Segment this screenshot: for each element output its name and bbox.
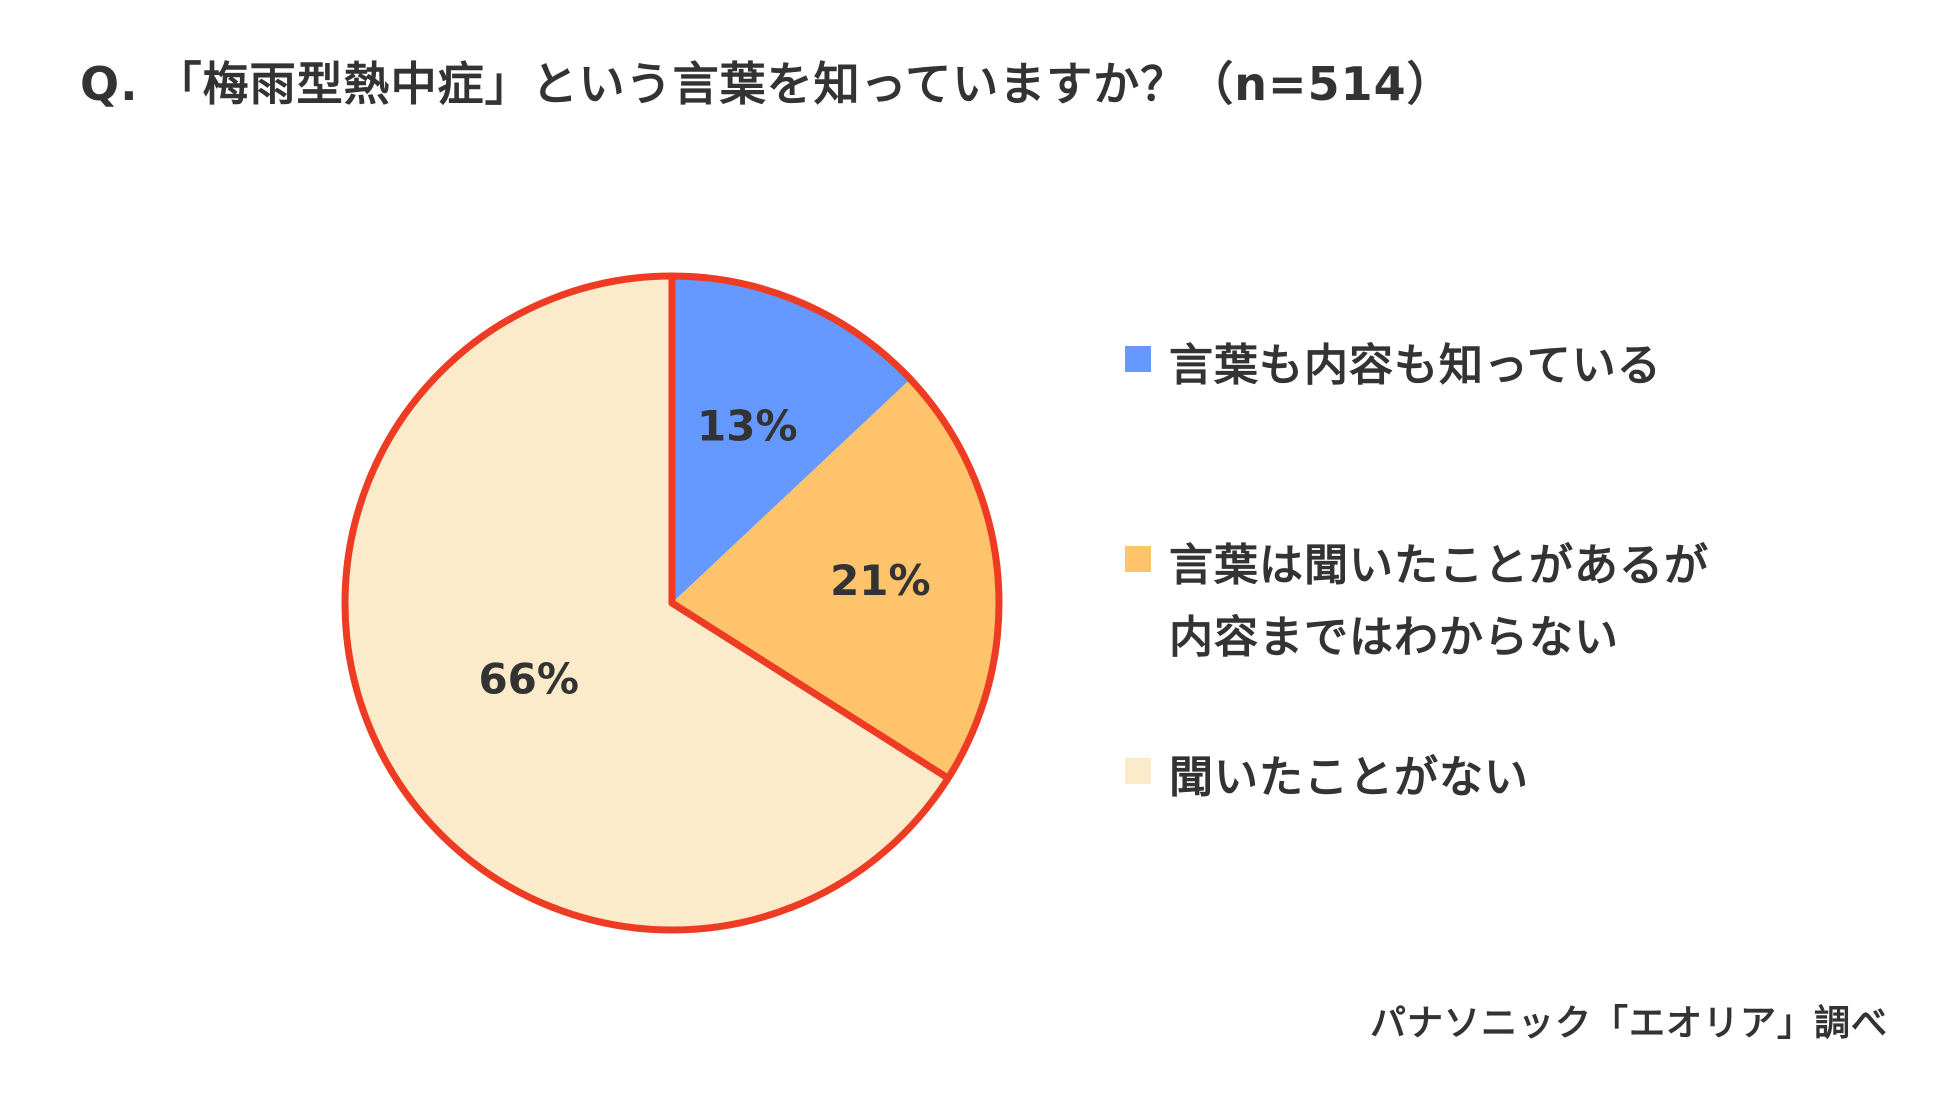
pie-slices [345, 276, 999, 930]
pie-labels: 13% 21% 66% [478, 401, 930, 703]
pie-highlight-outline [341, 272, 1003, 934]
source-note: パナソニック「エオリア」調べ [1369, 1003, 1888, 1044]
pie-slice-0 [672, 276, 911, 603]
legend-swatch-0 [1125, 346, 1151, 372]
pie-slice-label-2: 66% [478, 654, 579, 703]
legend-label-1: 言葉は聞いたことがあるが 内容まではわからない [1169, 540, 1709, 663]
pie-slice-2 [345, 276, 949, 930]
pie-slice-label-1: 21% [830, 556, 931, 605]
legend-item-0: 言葉も内容も知っている [1125, 330, 1662, 402]
pie-chart: 13% 21% 66% [341, 272, 1003, 934]
legend-label-2: 聞いたことがない [1169, 752, 1529, 803]
legend-swatch-1 [1125, 546, 1151, 572]
pie-slice-label-0: 13% [697, 401, 798, 450]
pie-slice-1 [672, 379, 999, 779]
highlight-radius-1 [668, 599, 952, 782]
legend-swatch-2 [1125, 758, 1151, 784]
legend-item-1: 言葉は聞いたことがあるが 内容まではわからない [1125, 530, 1709, 674]
chart-title: Q. 「梅雨型熱中症」という言葉を知っていますか？（n=514） [80, 57, 1454, 111]
legend-item-2: 聞いたことがない [1125, 742, 1529, 814]
legend-label-0: 言葉も内容も知っている [1169, 340, 1662, 391]
